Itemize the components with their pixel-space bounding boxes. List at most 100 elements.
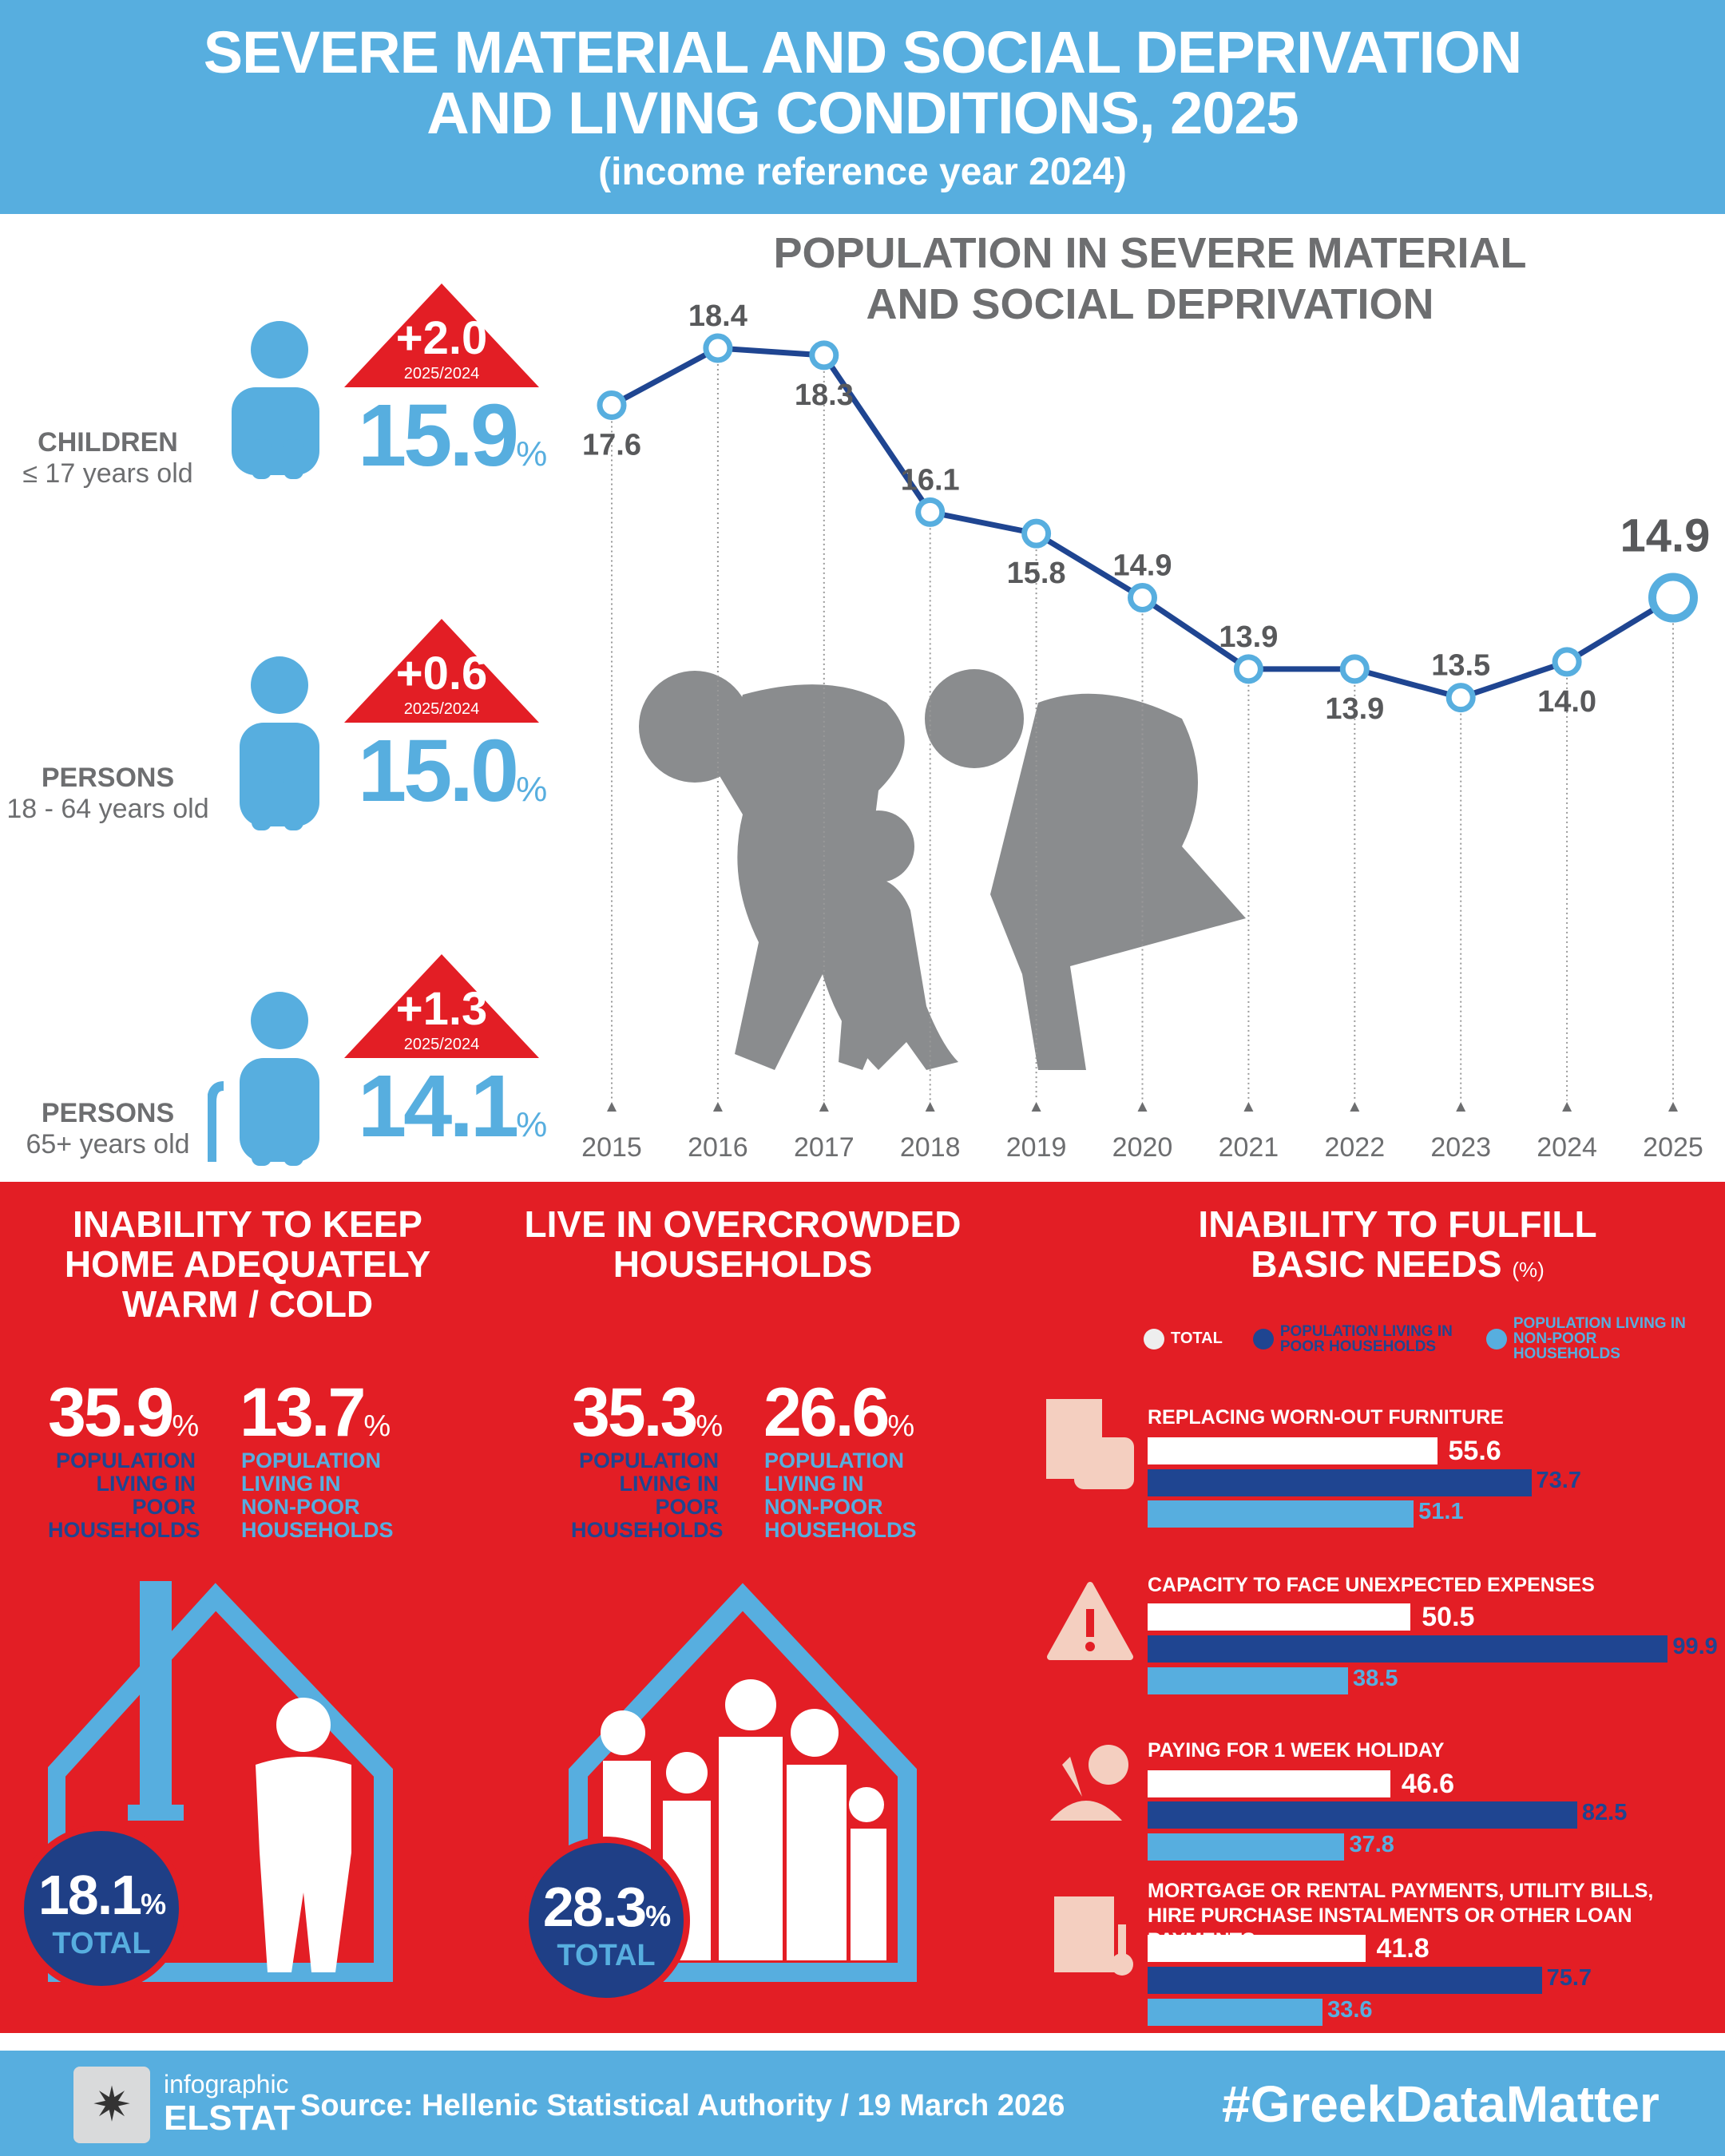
person-icon	[240, 656, 319, 830]
age-group-label: PERSONS 65+ years old	[26, 1098, 190, 1159]
data-label: 14.9	[1620, 510, 1711, 562]
x-tick-label: 2021	[1219, 1132, 1279, 1163]
group-rate: 15.0%	[358, 722, 548, 820]
chart-title: POPULATION IN SEVERE MATERIAL AND SOCIAL…	[773, 229, 1527, 328]
legend-poor-swatch	[1252, 1328, 1274, 1349]
need-bar	[1148, 1500, 1414, 1528]
legend-total-swatch	[1144, 1328, 1164, 1349]
cold-house-icon	[48, 1581, 393, 1982]
needs-title: INABILITY TO FULFILL BASIC NEEDS	[1198, 1203, 1597, 1285]
data-point	[1339, 654, 1370, 684]
x-tick-label: 2015	[581, 1132, 642, 1163]
need-title: CAPACITY TO FACE UNEXPECTED EXPENSES	[1148, 1574, 1595, 1596]
need-bar	[1148, 1935, 1366, 1962]
need-bar	[1148, 1770, 1390, 1797]
furniture-icon	[1046, 1399, 1134, 1489]
group-rate: 14.1%	[358, 1057, 548, 1155]
tick-arrow-icon	[1668, 1102, 1678, 1112]
tick-arrow-icon	[1137, 1102, 1148, 1112]
warm-total-badge: 18.1% TOTAL	[18, 1825, 185, 1992]
tick-arrow-icon	[1350, 1102, 1360, 1112]
data-label: 18.3	[795, 378, 854, 412]
need-bar-value: 37.8	[1349, 1832, 1394, 1857]
age-group-label: PERSONS 18 - 64 years old	[6, 763, 209, 824]
warm-nonpoor-value: 13.7%	[240, 1374, 391, 1451]
data-point	[1445, 683, 1476, 713]
change-badge	[344, 954, 539, 1058]
person-icon	[232, 321, 319, 479]
warm-nonpoor-label: POPULATION LIVING IN NON-POOR HOUSEHOLDS	[241, 1449, 394, 1542]
crowd-total-badge: 28.3% TOTAL	[522, 1837, 690, 2004]
x-tick-label: 2020	[1112, 1132, 1173, 1163]
crowd-poor-label: POPULATION LIVING IN POOR HOUSEHOLDS	[571, 1449, 724, 1542]
change-badge	[344, 283, 539, 387]
footer-banner: ✷ infographic ELSTAT Source: Hellenic St…	[0, 2051, 1725, 2156]
data-point	[1128, 583, 1157, 613]
x-tick-label: 2016	[688, 1132, 748, 1163]
title-line1: SEVERE MATERIAL AND SOCIAL DEPRIVATION	[203, 19, 1522, 85]
line-chart: 2015 2016 2017 2018 2019 2020 2021 2022 2023 2024…	[581, 299, 1711, 1163]
x-tick-label: 2018	[900, 1132, 961, 1163]
change-text: +2.0 2025/2024	[395, 312, 488, 382]
need-bar	[1148, 1635, 1668, 1663]
need-bar-value: 50.5	[1422, 1602, 1475, 1632]
logo-bottom-text: ELSTAT	[164, 2099, 295, 2138]
hashtag: #GreekDataMatter	[1222, 2075, 1660, 2133]
need-bar	[1148, 1437, 1438, 1464]
legend-nonpoor-swatch	[1485, 1328, 1507, 1349]
crowd-nonpoor-label: POPULATION LIVING IN NON-POOR HOUSEHOLDS	[764, 1449, 917, 1542]
need-bar	[1148, 1469, 1532, 1496]
need-bar	[1148, 1833, 1345, 1861]
change-badge	[344, 619, 539, 723]
need-bar-value: 51.1	[1418, 1499, 1464, 1524]
needs-unit: (%)	[1512, 1258, 1545, 1282]
data-point	[703, 333, 733, 363]
source-text: Source: Hellenic Statistical Authority /…	[300, 2089, 1065, 2122]
need-bar	[1148, 1967, 1542, 1994]
crowd-poor-value: 35.3%	[572, 1374, 724, 1451]
header-banner: SEVERE MATERIAL AND SOCIAL DEPRIVATION A…	[0, 0, 1725, 214]
tick-arrow-icon	[819, 1102, 829, 1112]
data-point	[1021, 518, 1052, 549]
data-label: 18.4	[688, 299, 748, 333]
warm-poor-label: POPULATION LIVING IN POOR HOUSEHOLDS	[48, 1449, 200, 1542]
need-title: MORTGAGE OR RENTAL PAYMENTS, UTILITY BIL…	[1148, 1880, 1654, 1952]
age-group-label: CHILDREN ≤ 17 years old	[22, 427, 193, 489]
living-conditions-panel: INABILITY TO KEEP HOME ADEQUATELY WARM /…	[0, 1182, 1725, 2033]
tick-arrow-icon	[607, 1102, 617, 1112]
need-bar-value: 99.9	[1672, 1634, 1718, 1659]
group-rate: 15.9%	[358, 386, 548, 485]
x-tick-label: 2025	[1643, 1132, 1703, 1163]
x-tick-label: 2024	[1537, 1132, 1597, 1163]
data-point	[597, 390, 627, 420]
data-label: 16.1	[901, 463, 960, 497]
data-point	[1233, 654, 1263, 684]
need-bar-value: 33.6	[1327, 1997, 1373, 2023]
tick-arrow-icon	[1031, 1102, 1041, 1112]
crowd-title: LIVE IN OVERCROWDED HOUSEHOLDS	[524, 1203, 962, 1285]
bills-icon	[1054, 1896, 1133, 1976]
need-bar-value: 73.7	[1536, 1468, 1581, 1493]
x-tick-label: 2019	[1006, 1132, 1067, 1163]
change-text: +0.6 2025/2024	[395, 648, 488, 718]
data-label: 14.0	[1537, 685, 1596, 719]
need-bar-value: 41.8	[1376, 1933, 1430, 1964]
warm-title: INABILITY TO KEEP HOME ADEQUATELY WARM /…	[64, 1203, 431, 1325]
tick-arrow-icon	[712, 1102, 723, 1112]
need-bar-value: 46.6	[1401, 1769, 1455, 1799]
x-tick-label: 2023	[1430, 1132, 1491, 1163]
need-title: PAYING FOR 1 WEEK HOLIDAY	[1148, 1739, 1445, 1762]
elstat-logo-icon: ✷	[73, 2067, 150, 2143]
x-tick-label: 2022	[1324, 1132, 1385, 1163]
data-label: 13.5	[1431, 649, 1490, 683]
title-line2: AND LIVING CONDITIONS, 2025	[426, 80, 1299, 146]
tick-arrow-icon	[1456, 1102, 1466, 1112]
crowd-nonpoor-value: 26.6%	[763, 1374, 915, 1451]
need-bar-value: 38.5	[1353, 1666, 1398, 1691]
data-label: 17.6	[582, 428, 641, 462]
series-line	[610, 345, 1675, 701]
family-silhouette-icon	[639, 669, 1246, 1070]
tick-arrow-icon	[925, 1102, 935, 1112]
need-bar-value: 55.6	[1448, 1436, 1501, 1466]
data-label: 15.8	[1007, 557, 1066, 590]
